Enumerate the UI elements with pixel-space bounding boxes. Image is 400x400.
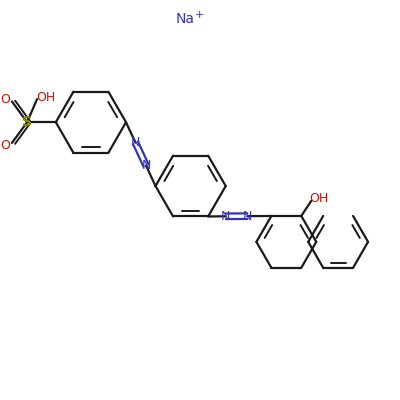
Text: OH: OH	[310, 192, 329, 205]
Text: O: O	[0, 92, 10, 106]
Text: OH: OH	[36, 91, 56, 104]
Text: N: N	[141, 159, 151, 172]
Text: O: O	[0, 139, 10, 152]
Text: S: S	[22, 115, 32, 129]
Text: Na: Na	[175, 12, 194, 26]
Text: N: N	[131, 136, 140, 149]
Text: +: +	[195, 10, 204, 20]
Text: N: N	[221, 210, 230, 223]
Text: N: N	[243, 210, 252, 223]
